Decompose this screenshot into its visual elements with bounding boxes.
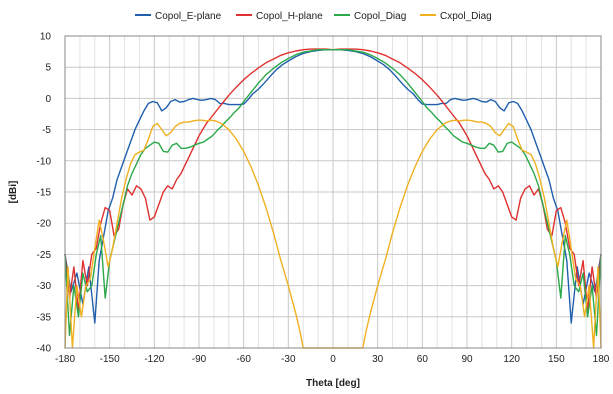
y-tick-label: 10 [40,32,52,43]
y-tick-label: -20 [37,219,52,230]
legend-item-copol-e-plane: Copol_E-plane [135,11,222,22]
y-axis-tick-labels: 10 5 0 -5 -10 -15 -20 -25 -30 -35 -40 [37,32,52,355]
y-tick-label: 5 [45,63,51,74]
x-tick-label: 150 [548,354,565,365]
x-tick-label: 180 [593,354,610,365]
series-lines [64,48,602,349]
y-tick-label: 0 [45,94,51,105]
series-line-copol-diag [64,49,602,337]
y-tick-label: -25 [37,250,52,261]
plot-frame [64,35,602,349]
y-tick-label: -30 [37,281,52,292]
grid [64,35,602,349]
legend-item-cxpol-diag: Cxpol_Diag [420,11,492,22]
y-axis-title: [dBi] [8,181,19,204]
legend-item-copol-diag: Copol_Diag [334,11,406,22]
legend-label-copol-h-plane: Copol_H-plane [256,11,323,22]
y-tick-label: -35 [37,312,52,323]
x-tick-label: -150 [100,354,120,365]
x-tick-label: 60 [417,354,429,365]
x-tick-label: -180 [55,354,75,365]
y-tick-label: -10 [37,156,52,167]
legend-label-copol-e-plane: Copol_E-plane [155,11,222,22]
y-tick-label: -5 [42,125,51,136]
legend: Copol_E-plane Copol_H-plane Copol_Diag C… [135,11,492,22]
x-tick-label: 30 [372,354,384,365]
x-tick-label: -120 [144,354,164,365]
legend-item-copol-h-plane: Copol_H-plane [236,11,323,22]
x-tick-label: 120 [503,354,520,365]
y-tick-label: -15 [37,188,52,199]
x-tick-label: -60 [236,354,251,365]
x-axis-title: Theta [deg] [306,378,360,389]
y-tick-label: -40 [37,344,52,355]
x-tick-label: -30 [281,354,296,365]
x-tick-label: 90 [461,354,473,365]
x-tick-label: -90 [192,354,207,365]
x-axis-tick-labels: -180 -150 -120 -90 -60 -30 0 30 60 90 120 150 180 [55,354,610,365]
x-tick-label: 0 [330,354,336,365]
legend-label-copol-diag: Copol_Diag [354,11,406,22]
legend-label-cxpol-diag: Cxpol_Diag [440,11,492,22]
